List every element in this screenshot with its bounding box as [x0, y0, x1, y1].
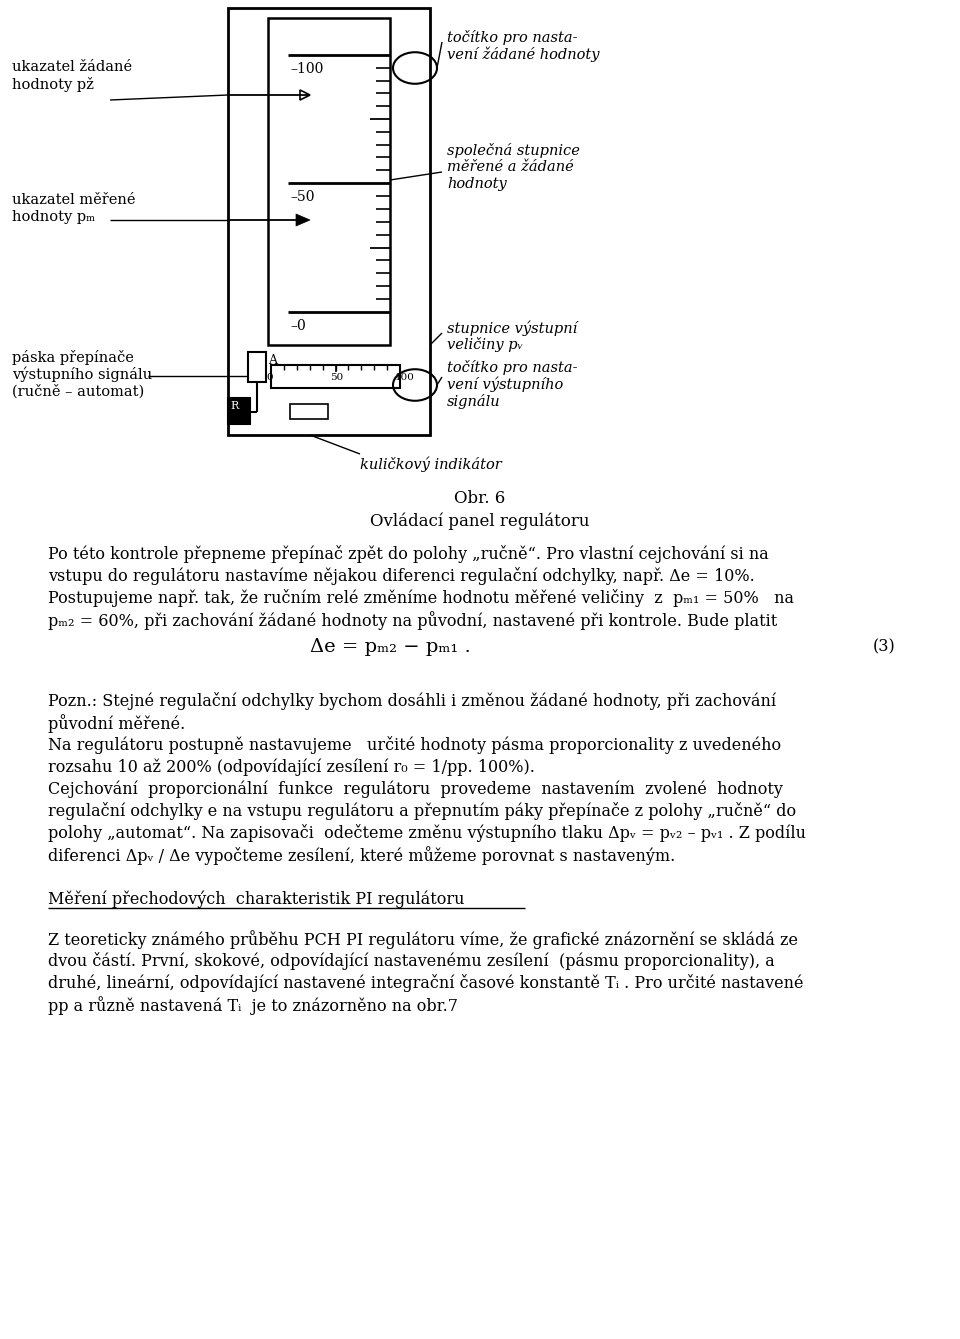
Text: ukazatel měřené: ukazatel měřené: [12, 193, 135, 208]
Text: točítko pro nasta-: točítko pro nasta-: [447, 29, 578, 46]
Text: –0: –0: [290, 319, 305, 333]
Text: hodnoty pž: hodnoty pž: [12, 78, 94, 92]
Text: Ovládací panel regulátoru: Ovládací panel regulátoru: [371, 511, 589, 529]
Text: točítko pro nasta-: točítko pro nasta-: [447, 360, 578, 375]
Text: polohy „automat“. Na zapisovači  odečteme změnu výstupního tlaku Δpᵥ = pᵥ₂ – pᵥ₁: polohy „automat“. Na zapisovači odečteme…: [48, 823, 806, 842]
Text: pₘ₂ = 60%, při zachování žádané hodnoty na původní, nastavené při kontrole. Bude: pₘ₂ = 60%, při zachování žádané hodnoty …: [48, 611, 778, 629]
Text: hodnoty pₘ: hodnoty pₘ: [12, 210, 95, 224]
Bar: [228, 8, 430, 435]
Text: signálu: signálu: [447, 394, 500, 408]
Bar: [290, 404, 328, 419]
Text: původní měřené.: původní měřené.: [48, 714, 185, 732]
Text: stupnice výstupní: stupnice výstupní: [447, 320, 577, 336]
Text: 100: 100: [395, 374, 415, 382]
Text: –100: –100: [290, 62, 324, 76]
Text: veličiny pᵥ: veličiny pᵥ: [447, 337, 523, 352]
Bar: [271, 366, 400, 388]
Text: regulační odchylky e na vstupu regulátoru a přepnutím páky přepínače z polohy „r: regulační odchylky e na vstupu regulátor…: [48, 802, 796, 819]
Text: Na regulátoru postupně nastavujeme   určité hodnoty pásma proporcionality z uved: Na regulátoru postupně nastavujeme určit…: [48, 736, 781, 754]
Text: 0: 0: [266, 374, 273, 382]
Text: vení žádané hodnoty: vení žádané hodnoty: [447, 47, 599, 63]
Text: Pozn.: Stejné regulační odchylky bychom dosáhli i změnou žádané hodnoty, při zac: Pozn.: Stejné regulační odchylky bychom …: [48, 692, 776, 710]
Text: Z teoreticky známého průběhu PCH PI regulátoru víme, že grafické znázornění se s: Z teoreticky známého průběhu PCH PI regu…: [48, 931, 798, 949]
Text: Měření přechodových  charakteristik PI regulátoru: Měření přechodových charakteristik PI re…: [48, 890, 465, 908]
Text: Δe = pₘ₂ − pₘ₁ .: Δe = pₘ₂ − pₘ₁ .: [310, 637, 470, 656]
Text: A: A: [268, 353, 277, 367]
Polygon shape: [296, 214, 310, 226]
Text: R: R: [230, 400, 238, 411]
Text: kuličkový indikátor: kuličkový indikátor: [360, 457, 502, 471]
Text: dvou částí. První, skokové, odpovídající nastavenému zesílení  (pásmu proporcion: dvou částí. První, skokové, odpovídající…: [48, 952, 775, 969]
Bar: [268, 17, 390, 345]
Bar: [228, 398, 250, 424]
Text: pp a různě nastavená Tᵢ  je to znázorněno na obr.7: pp a různě nastavená Tᵢ je to znázorněno…: [48, 996, 458, 1015]
Text: vení výstupního: vení výstupního: [447, 378, 564, 392]
Text: druhé, lineární, odpovídající nastavené integrační časové konstantě Tᵢ . Pro urč: druhé, lineární, odpovídající nastavené …: [48, 973, 804, 992]
Text: 50: 50: [330, 374, 344, 382]
Text: Po této kontrole přepneme přepínač zpět do polohy „ručně“. Pro vlastní cejchován: Po této kontrole přepneme přepínač zpět …: [48, 545, 769, 562]
Text: Obr. 6: Obr. 6: [454, 490, 506, 507]
Text: –50: –50: [290, 190, 315, 204]
Text: diferenci Δpᵥ / Δe vypočteme zesílení, které můžeme porovnat s nastaveným.: diferenci Δpᵥ / Δe vypočteme zesílení, k…: [48, 846, 675, 865]
Text: Cejchování  proporcionální  funkce  regulátoru  provedeme  nastavením  zvolené  : Cejchování proporcionální funkce regulát…: [48, 781, 782, 798]
Text: ukazatel žádané: ukazatel žádané: [12, 60, 132, 74]
Bar: [248, 352, 266, 382]
Text: společná stupnice: společná stupnice: [447, 143, 580, 158]
Text: výstupního signálu: výstupního signálu: [12, 367, 152, 383]
Text: páska přepínače: páska přepínače: [12, 349, 133, 366]
Text: (3): (3): [873, 637, 895, 655]
Text: hodnoty: hodnoty: [447, 177, 507, 191]
Text: (ručně – automat): (ručně – automat): [12, 384, 144, 398]
Text: rozsahu 10 až 200% (odpovídající zesílení r₀ = 1/pp. 100%).: rozsahu 10 až 200% (odpovídající zesílen…: [48, 758, 535, 775]
Text: měřené a žádané: měřené a žádané: [447, 159, 574, 174]
Text: vstupu do regulátoru nastavíme nějakou diferenci regulační odchylky, např. Δe = : vstupu do regulátoru nastavíme nějakou d…: [48, 566, 755, 585]
Text: Postupujeme např. tak, že ručním relé změníme hodnotu měřené veličiny  z  pₘ₁ = : Postupujeme např. tak, že ručním relé zm…: [48, 589, 794, 607]
